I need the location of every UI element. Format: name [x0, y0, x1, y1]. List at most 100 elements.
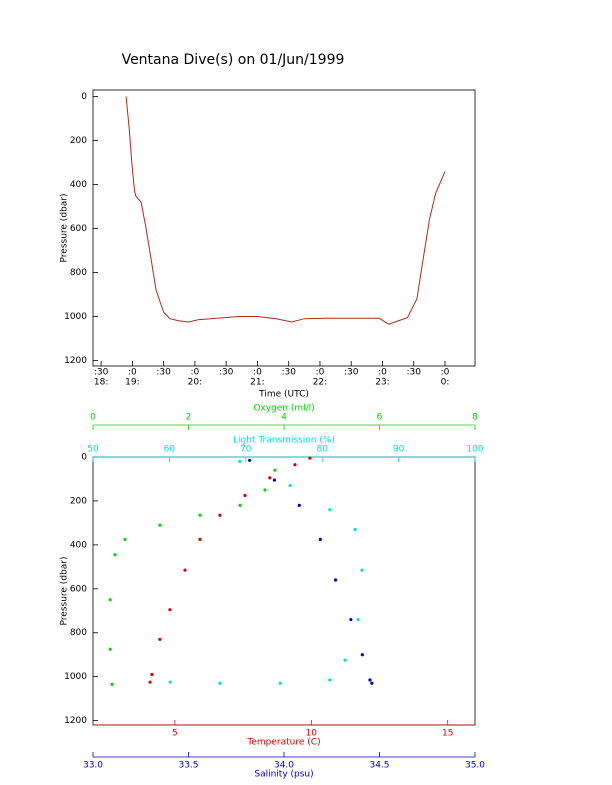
data-point: [278, 681, 282, 685]
x-tick-label: 10: [306, 729, 318, 739]
data-point: [110, 682, 114, 686]
y-tick-label: 1200: [64, 716, 87, 726]
y-tick-label: 0: [81, 453, 87, 463]
data-point: [328, 678, 332, 682]
data-point: [343, 658, 347, 662]
data-point: [353, 527, 357, 532]
data-point: [297, 503, 301, 507]
x-axis-title: Time (UTC): [258, 390, 309, 400]
data-point: [349, 617, 353, 622]
data-point: [243, 493, 247, 498]
y-tick-label: 0: [81, 92, 87, 102]
data-point: [268, 476, 272, 480]
x-tick-label: :0: [191, 368, 200, 378]
y-tick-label: 200: [70, 136, 87, 146]
x-tick-sublabel: 22:: [313, 378, 327, 388]
x-tick-label: :30: [156, 368, 171, 378]
data-point: [272, 478, 277, 482]
x-tick-label: 60: [164, 445, 176, 455]
y-tick-label: 400: [70, 180, 87, 190]
data-point: [370, 681, 374, 685]
data-point: [168, 608, 172, 612]
x-tick-label: 33.0: [83, 761, 103, 771]
data-point: [328, 508, 332, 512]
data-point: [148, 680, 152, 684]
data-point: [308, 456, 312, 460]
data-point: [218, 681, 222, 685]
plot-frame: [92, 456, 476, 726]
axis-title: Temperature (C): [246, 738, 320, 748]
data-point: [263, 488, 267, 492]
data-point: [150, 672, 154, 677]
x-tick-sublabel: 20:: [188, 378, 202, 388]
x-tick-sublabel: 23:: [375, 378, 389, 388]
data-point: [333, 578, 338, 582]
data-point: [218, 513, 222, 517]
x-tick-label: :30: [94, 368, 109, 378]
data-point: [360, 653, 364, 657]
x-tick-label: 90: [393, 445, 405, 455]
y-tick-label: 200: [70, 496, 87, 506]
data-point: [360, 568, 364, 572]
x-tick-label: 50: [87, 445, 99, 455]
data-line: [125, 96, 446, 325]
x-tick-label: 0: [90, 413, 96, 423]
data-point: [158, 637, 162, 641]
x-tick-label: 34.5: [369, 761, 389, 771]
x-tick-label: 33.5: [178, 761, 198, 771]
data-point: [238, 503, 242, 507]
x-tick-label: 34.0: [274, 761, 294, 771]
data-point: [183, 568, 187, 572]
chart-title: Ventana Dive(s) on 01/Jun/1999: [122, 52, 345, 68]
x-tick-label: 8: [472, 413, 478, 423]
data-point: [158, 523, 162, 527]
data-point: [168, 680, 172, 684]
y-tick-label: 800: [70, 268, 87, 278]
x-tick-label: 15: [442, 729, 453, 739]
y-tick-label: 400: [70, 540, 87, 550]
x-tick-label: 100: [466, 445, 483, 455]
data-point: [356, 617, 360, 622]
x-tick-sublabel: 0:: [441, 378, 450, 388]
x-tick-label: :30: [219, 368, 234, 378]
x-tick-label: :0: [378, 368, 387, 378]
x-tick-label: 35.0: [465, 761, 485, 771]
axis-title: Light Transmission (%): [233, 436, 335, 446]
y-tick-label: 1000: [64, 312, 87, 322]
data-point: [108, 598, 112, 602]
x-tick-label: :0: [253, 368, 262, 378]
x-tick-label: :0: [441, 368, 450, 378]
x-tick-label: :30: [281, 368, 296, 378]
y-tick-label: 800: [70, 628, 87, 638]
data-point: [123, 537, 127, 541]
data-point: [368, 678, 372, 682]
x-tick-sublabel: 19:: [125, 378, 139, 388]
data-point: [113, 553, 117, 557]
x-tick-label: 6: [377, 413, 383, 423]
x-tick-label: 5: [172, 729, 178, 739]
data-point: [248, 458, 252, 462]
data-point: [288, 483, 292, 488]
axis-title: Oxygen (ml/l): [253, 404, 314, 414]
y-axis-title: Pressure (dbar): [60, 557, 70, 626]
axis-title: Salinity (psu): [254, 770, 313, 780]
x-tick-label: :0: [128, 368, 137, 378]
x-tick-label: :30: [406, 368, 421, 378]
data-point: [108, 647, 112, 651]
x-tick-label: :30: [344, 368, 359, 378]
x-tick-label: 2: [186, 413, 192, 423]
data-point: [293, 463, 297, 467]
y-tick-label: 1200: [64, 356, 87, 366]
x-tick-label: 70: [240, 445, 252, 455]
plot-frame: [92, 89, 476, 367]
data-point: [318, 537, 322, 541]
x-tick-sublabel: 21:: [250, 378, 264, 388]
data-point: [273, 468, 277, 472]
y-tick-label: 600: [70, 224, 87, 234]
y-axis-title: Pressure (dbar): [60, 194, 70, 263]
y-tick-label: 1000: [64, 672, 87, 682]
x-tick-label: 4: [281, 413, 287, 423]
x-tick-sublabel: 18:: [94, 378, 108, 388]
data-point: [238, 459, 242, 463]
